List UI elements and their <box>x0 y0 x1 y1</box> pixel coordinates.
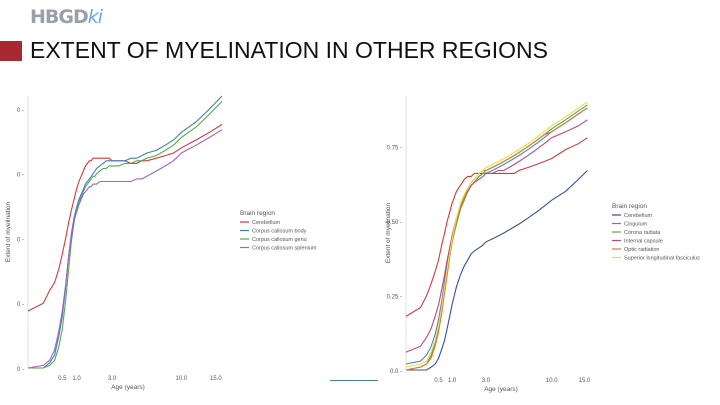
y-tick-label: 0.25 - <box>387 295 402 301</box>
x-tick-label: 0.5 <box>58 376 67 382</box>
hbgdki-logo: HBGDki <box>30 6 103 28</box>
y-axis-label: Extent of myelination <box>5 201 12 262</box>
y-tick-label: 0.75 - <box>387 146 402 152</box>
x-tick-label: 1.0 <box>448 378 457 384</box>
series-line <box>27 124 223 312</box>
series-line <box>28 100 223 369</box>
legend-title: Brain region <box>612 203 647 210</box>
x-tick-label: 1.0 <box>72 376 81 382</box>
series-line <box>405 137 588 317</box>
chart-right: 0.0 - 0.25 - 0.50 - 0.75 - 0.5 1.0 3.0 10.0 15.0… <box>385 96 700 393</box>
y-tick-label: 0 - <box>17 302 24 308</box>
legend-entry-label: Corpus callosum body <box>252 229 307 235</box>
series-line <box>405 107 588 371</box>
chart-left: 0 - 0 - 0 - 0 - 0 - 0.5 1.0 3.0 10.0 15.0 Age (yea… <box>5 95 317 391</box>
y-tick-label: 0.50 - <box>387 220 402 226</box>
legend-entry-label: Optic radiation <box>624 247 659 253</box>
x-tick-label: 15.0 <box>579 378 591 384</box>
divider-line <box>330 380 378 381</box>
series-line <box>405 104 588 371</box>
legend-entry-label: Cerebellum <box>252 220 281 226</box>
series-line <box>406 170 588 371</box>
y-tick-label: 0 - <box>17 173 24 179</box>
x-tick-label: 15.0 <box>210 376 222 382</box>
y-tick-label: 0 - <box>17 237 24 243</box>
x-tick-label: 3.0 <box>108 376 117 382</box>
title-accent-bar <box>0 41 22 61</box>
legend-title: Brain region <box>240 210 275 217</box>
series-line <box>405 101 588 368</box>
legend-entry-label: Corpus callosum splenium <box>252 246 317 252</box>
y-tick-label: 0 - <box>17 367 24 373</box>
series-line <box>28 95 223 369</box>
series-line <box>405 119 588 353</box>
logo-text: HBGD <box>30 6 89 28</box>
legend-entry-label: Superior longitudinal fasciculus <box>624 256 700 262</box>
legend-entry-label: Corpus callosum genu <box>252 237 307 243</box>
y-tick-label: 0 - <box>17 108 24 114</box>
x-tick-label: 10.0 <box>176 376 188 382</box>
x-tick-label: 10.0 <box>546 378 558 384</box>
y-axis-label: Extent of myelination <box>385 202 392 263</box>
legend-entry-label: Corona radiata <box>624 230 661 236</box>
legend-entry-label: Internal capsule <box>624 239 663 245</box>
x-axis-label: Age (years) <box>111 384 145 391</box>
x-tick-label: 0.5 <box>434 378 443 384</box>
series-line <box>405 107 588 365</box>
y-tick-label: 0.0 - <box>390 369 402 375</box>
logo-text-ki: ki <box>87 6 103 28</box>
page-title: EXTENT OF MYELINATION IN OTHER REGIONS <box>30 37 548 63</box>
legend-entry-label: Cingulum <box>624 222 648 228</box>
series-line <box>27 129 223 369</box>
legend-entry-label: Cerebellum <box>624 213 653 219</box>
x-axis-label: Age (years) <box>484 386 518 393</box>
x-tick-label: 3.0 <box>482 378 491 384</box>
